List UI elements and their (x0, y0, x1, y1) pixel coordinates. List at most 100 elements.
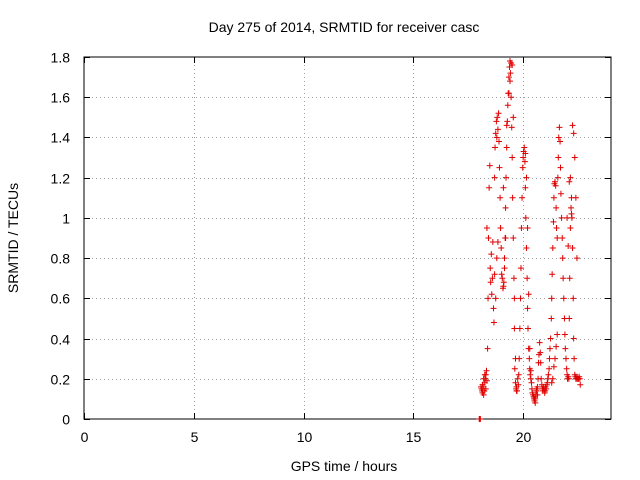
data-point (524, 275, 531, 282)
data-point (546, 345, 553, 352)
data-point (508, 124, 515, 131)
data-point (494, 126, 501, 133)
data-point (517, 295, 524, 302)
data-point (534, 383, 541, 390)
data-point (555, 134, 562, 141)
data-point (519, 164, 526, 171)
data-point (537, 349, 544, 356)
axis-ticks (84, 57, 611, 420)
data-point (520, 154, 527, 161)
data-point (510, 275, 517, 282)
data-point (526, 345, 533, 352)
y-tick-labels: 0 0.2 0.4 0.6 0.8 1 1.2 1.4 1.6 1.8 (51, 50, 71, 428)
data-point (568, 204, 575, 211)
data-point (528, 379, 535, 386)
data-point (557, 164, 564, 171)
data-point (491, 174, 498, 181)
data-point (514, 375, 521, 382)
data-point (488, 251, 495, 258)
data-point (503, 174, 510, 181)
data-point (492, 295, 499, 302)
y-tick-label: 1.6 (51, 90, 71, 106)
data-point (515, 381, 522, 388)
data-point (519, 194, 526, 201)
data-point (498, 245, 505, 252)
y-axis-label: SRMTID / TECUs (5, 183, 21, 293)
data-point (546, 365, 553, 372)
data-point (507, 70, 514, 77)
data-point (498, 271, 505, 278)
data-point (527, 375, 534, 382)
data-point (563, 365, 570, 372)
data-point (532, 399, 539, 406)
data-point (502, 235, 509, 241)
data-point (549, 245, 556, 252)
data-point (560, 295, 567, 302)
y-tick-label: 0.8 (51, 251, 71, 267)
data-point (505, 74, 512, 81)
data-point (490, 319, 497, 326)
data-point (552, 355, 559, 362)
data-point (564, 214, 571, 221)
data-point (480, 375, 487, 382)
data-point (527, 367, 534, 374)
y-tick-label: 1.2 (51, 171, 71, 187)
data-point (524, 325, 531, 332)
data-point (569, 245, 576, 252)
data-point (524, 224, 531, 231)
data-point (504, 118, 511, 125)
data-point (526, 355, 533, 362)
data-point (573, 255, 580, 262)
data-point (505, 90, 512, 97)
data-point (536, 339, 543, 346)
x-axis-label: GPS time / hours (291, 458, 398, 474)
data-point (483, 367, 490, 374)
data-point (548, 379, 555, 386)
data-point (570, 335, 577, 342)
data-point (572, 194, 579, 201)
data-point (497, 194, 504, 201)
data-point (571, 154, 578, 161)
data-point (503, 122, 510, 129)
data-point (509, 62, 516, 69)
data-point (486, 162, 493, 169)
data-point (577, 381, 584, 388)
data-point (500, 279, 507, 286)
data-point (566, 178, 573, 185)
data-point (485, 235, 492, 241)
data-point (494, 239, 501, 246)
data-point (479, 389, 486, 396)
data-point (493, 255, 500, 262)
data-point (500, 184, 507, 191)
data-point (550, 194, 557, 201)
data-point (496, 164, 503, 171)
data-point (570, 295, 577, 302)
data-point (557, 190, 564, 197)
data-point (484, 345, 491, 352)
data-point (561, 331, 568, 338)
data-point (493, 134, 500, 141)
data-point (546, 355, 553, 362)
data-point (562, 345, 569, 352)
x-tick-labels: 0 5 10 15 20 (81, 429, 532, 445)
data-point (569, 122, 576, 129)
data-point (548, 295, 555, 302)
data-points (476, 58, 584, 422)
data-point (496, 138, 503, 145)
data-point (489, 239, 496, 246)
data-point (567, 174, 574, 181)
data-point (550, 363, 557, 370)
data-point (510, 235, 517, 241)
data-point (483, 377, 490, 384)
x-tick-label: 10 (297, 429, 313, 445)
data-point (517, 265, 524, 272)
data-point (554, 235, 561, 241)
data-point (567, 224, 574, 231)
data-point (559, 235, 566, 241)
data-point (534, 391, 541, 398)
data-point (492, 144, 499, 151)
data-point (576, 375, 583, 382)
data-point (566, 275, 573, 282)
data-point (490, 305, 497, 312)
